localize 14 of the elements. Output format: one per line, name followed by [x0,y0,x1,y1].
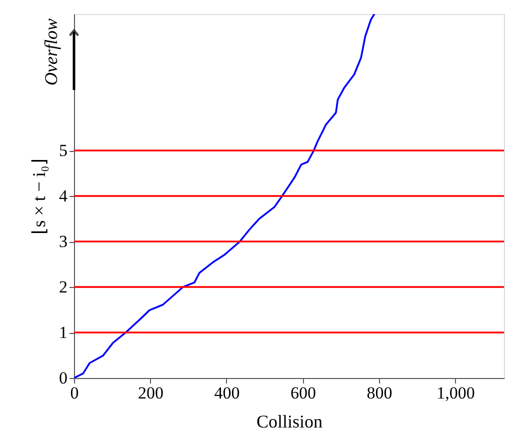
y-tick-label: 3 [59,232,68,251]
x-tick-label: 400 [214,384,240,402]
y-tick-label: 1 [59,323,68,342]
x-tick-label: 600 [290,384,316,402]
y-tick-label: 4 [59,186,68,206]
x-tick-label: 1,000 [436,384,475,402]
text: Overflow [41,18,61,86]
y-tick-label: 0 [59,368,68,388]
x-axis-title: Collision [256,412,323,432]
y-tick-label: 5 [59,141,68,160]
y-axis-title: ⌊s × t − i₀⌋ [29,158,49,234]
x-tick-label: 800 [366,384,392,402]
y-tick-label: 2 [59,278,68,296]
x-tick-label: 200 [138,384,164,402]
